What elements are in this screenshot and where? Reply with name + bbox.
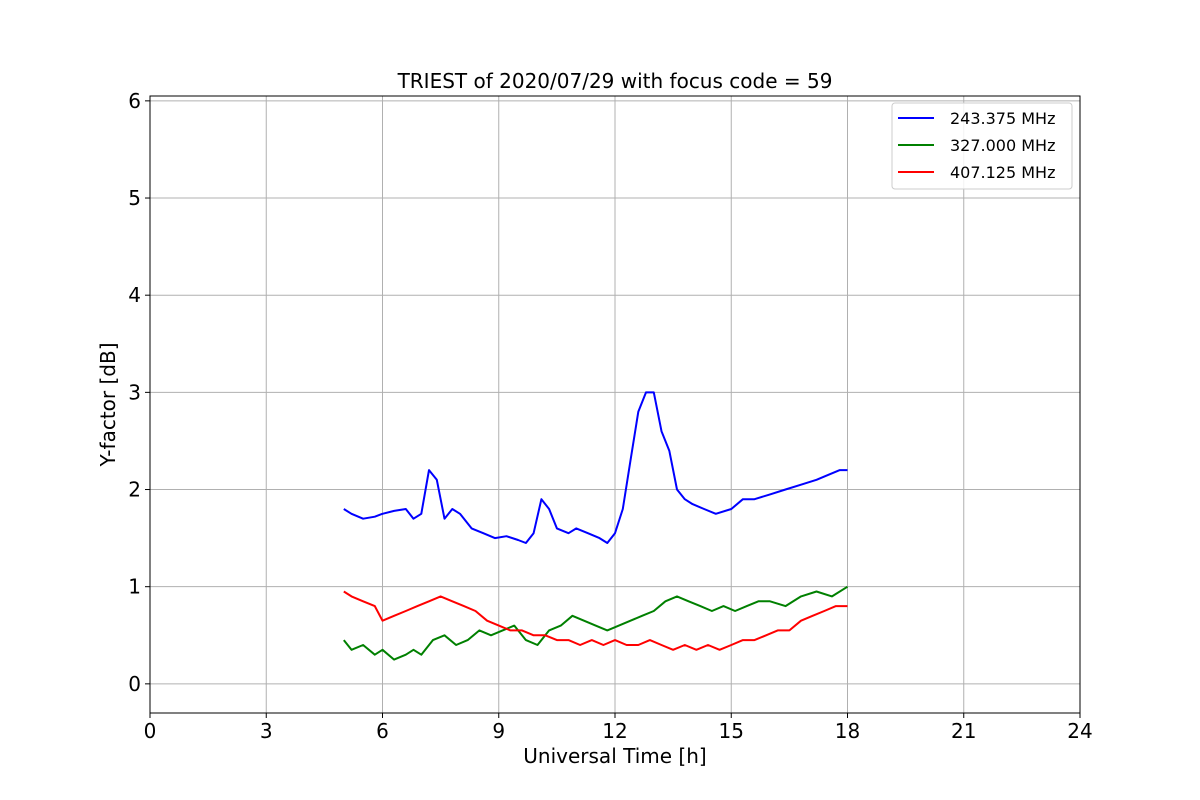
x-tick-label: 24 (1067, 719, 1092, 743)
y-axis-label: Y-factor [dB] (96, 342, 120, 467)
x-tick-label: 18 (835, 719, 860, 743)
legend-label-2: 327.000 MHz (950, 136, 1055, 155)
x-tick-label: 15 (719, 719, 744, 743)
legend-label-1: 243.375 MHz (950, 109, 1055, 128)
y-tick-label: 0 (128, 672, 141, 696)
y-tick-label: 2 (128, 478, 141, 502)
y-tick-label: 5 (128, 186, 141, 210)
x-tick-label: 0 (144, 719, 157, 743)
legend: 243.375 MHz 327.000 MHz 407.125 MHz (891, 102, 1073, 190)
legend-box (891, 102, 1073, 190)
series-line-2 (343, 585, 849, 661)
y-tick-label: 3 (128, 380, 141, 404)
y-tick-label: 4 (128, 283, 141, 307)
x-axis-label: Universal Time [h] (523, 744, 706, 768)
x-tick-label: 9 (492, 719, 505, 743)
x-tick-label: 12 (602, 719, 627, 743)
x-tick-label: 21 (951, 719, 976, 743)
x-tick-label: 6 (376, 719, 389, 743)
series-line-1 (343, 391, 848, 544)
y-tick-label: 6 (128, 89, 141, 113)
y-tick-label: 1 (128, 575, 141, 599)
chart-title: TRIEST of 2020/07/29 with focus code = 5… (397, 69, 833, 93)
x-tick-label: 3 (260, 719, 273, 743)
legend-label-3: 407.125 MHz (950, 163, 1055, 182)
series-layer (343, 391, 849, 661)
series-line-3 (343, 590, 848, 651)
